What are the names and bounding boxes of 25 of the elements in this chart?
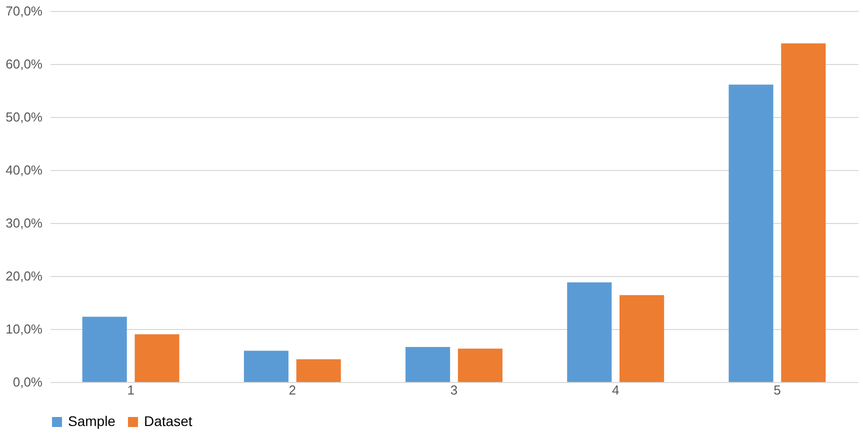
x-tick-label: 5 (774, 382, 781, 398)
y-tick-label: 0,0% (12, 374, 43, 390)
y-tick-label: 10,0% (6, 322, 43, 336)
bar (728, 84, 774, 382)
y-tick-label: 30,0% (6, 216, 43, 230)
legend-label: Dataset (144, 413, 192, 429)
bar (82, 316, 127, 382)
bar (296, 359, 341, 382)
x-tick-label: 1 (127, 382, 134, 398)
y-tick-label: 60,0% (6, 56, 43, 72)
x-tick-label: 4 (612, 382, 620, 398)
x-tick-label: 2 (288, 382, 296, 398)
bar (567, 282, 612, 382)
y-tick-label: 40,0% (6, 162, 43, 178)
bar (620, 295, 664, 382)
bar (458, 348, 502, 382)
y-tick-label: 50,0% (6, 110, 43, 124)
bar (244, 350, 288, 382)
y-tick-label: 70,0% (6, 4, 43, 18)
legend-label: Sample (68, 413, 116, 429)
bar (781, 43, 826, 382)
y-tick-label: 20,0% (6, 268, 43, 284)
x-tick-label: 3 (450, 382, 458, 398)
bar (134, 334, 180, 382)
bar (406, 347, 450, 382)
